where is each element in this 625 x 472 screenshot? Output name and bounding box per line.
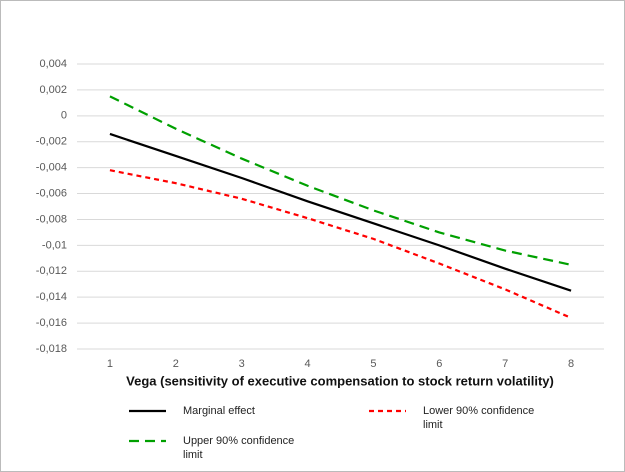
- y-tick-label: -0,006: [36, 187, 67, 199]
- legend-label: Lower 90% confidence limit: [423, 405, 535, 431]
- series-line: [109, 95, 572, 266]
- x-tick-label: 6: [436, 358, 442, 370]
- y-tick-label: -0,002: [36, 136, 67, 148]
- y-tick-label: -0,014: [36, 291, 67, 303]
- x-axis-label: Vega (sensitivity of executive compensat…: [126, 373, 554, 388]
- y-tick-label: -0,016: [36, 317, 67, 329]
- x-tick-label: 1: [107, 358, 113, 370]
- x-tick-label: 8: [568, 358, 574, 370]
- x-tick-label: 2: [173, 358, 179, 370]
- x-tick-label: 4: [305, 358, 311, 370]
- y-tick-label: 0: [61, 110, 67, 122]
- y-tick-label: -0,008: [36, 213, 67, 225]
- y-tick-label: -0,004: [36, 162, 67, 174]
- y-tick-label: -0,01: [42, 239, 67, 251]
- y-tick-label: 0,004: [39, 58, 67, 70]
- y-tick-label: -0,012: [36, 265, 67, 277]
- series-line: [109, 169, 572, 319]
- x-tick-label: 7: [502, 358, 508, 370]
- y-tick-label: -0,018: [36, 343, 67, 355]
- series-line: [109, 132, 572, 292]
- legend-label: Marginal effect: [183, 405, 255, 417]
- x-tick-label: 3: [239, 358, 245, 370]
- legend-label: Upper 90% confidence limit: [183, 435, 295, 461]
- x-tick-label: 5: [370, 358, 376, 370]
- y-tick-label: 0,002: [39, 84, 67, 96]
